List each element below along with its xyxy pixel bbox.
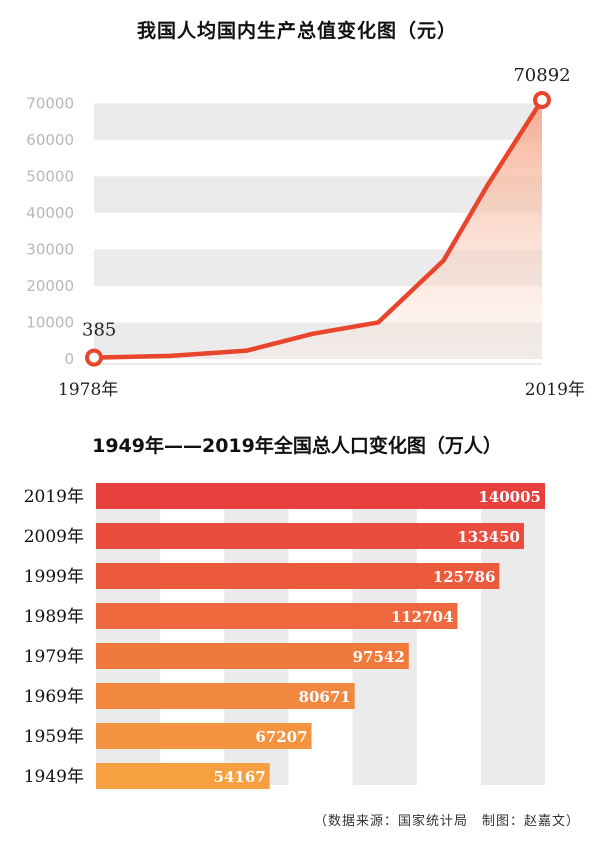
pop-bar [96,483,545,509]
pop-bar-value: 54167 [214,768,266,786]
gdp-start-value-label: 385 [82,320,116,341]
pop-bar [96,683,355,709]
gdp-y-tick-label: 10000 [26,313,74,331]
gdp-point [533,91,551,109]
pop-category-label: 1989年 [24,607,84,627]
pop-category-label: 1979年 [24,647,84,667]
pop-bar-value: 140005 [478,488,541,506]
pop-bar [96,763,270,789]
gdp-area [94,100,542,359]
gdp-y-tick-label: 30000 [26,240,74,258]
source-note: （数据来源：国家统计局 制图：赵嘉文） [313,814,580,829]
pop-bar [96,643,409,669]
pop-bar-value: 80671 [299,688,351,706]
pop-bar [96,603,458,629]
gdp-grid-band [94,176,542,213]
pop-category-label: 1949年 [24,767,84,787]
gdp-x-start-label: 1978年 [58,380,118,400]
gdp-x-end-label: 2019年 [525,380,585,400]
gdp-end-value-label: 70892 [513,65,570,86]
population-chart: 140005 2019年 133450 2009年 125786 1999年 112704 1… [24,483,545,789]
gdp-chart: 0 10000 20000 30000 40000 50000 60000 70000 385 7… [26,65,585,400]
pop-category-label: 2019年 [24,487,84,507]
gdp-grid-band [94,103,542,140]
gdp-chart-title: 我国人均国内生产总值变化图（元） [136,20,457,42]
gdp-line [91,97,545,360]
gdp-y-tick-label: 40000 [26,204,74,222]
pop-bar-value: 112704 [391,608,454,626]
pop-category-label: 1999年 [24,567,84,587]
gdp-point [85,348,103,367]
pop-bar [96,523,524,549]
gdp-y-tick-label: 60000 [26,131,74,149]
pop-bar [96,723,312,749]
gdp-y-tick-label: 0 [64,350,74,368]
pop-category-label: 2009年 [24,527,84,547]
pop-bar-value: 125786 [433,568,496,586]
pop-bar-value: 67207 [255,728,307,746]
gdp-y-tick-label: 70000 [26,94,74,112]
pop-bar [96,563,500,589]
pop-category-label: 1959年 [24,727,84,747]
pop-bar-value: 97542 [353,648,405,666]
population-chart-title: 1949年——2019年全国总人口变化图（万人） [92,435,502,457]
pop-bar-value: 133450 [457,528,520,546]
pop-category-label: 1969年 [24,687,84,707]
gdp-y-tick-label: 20000 [26,277,74,295]
gdp-y-tick-label: 50000 [26,167,74,185]
